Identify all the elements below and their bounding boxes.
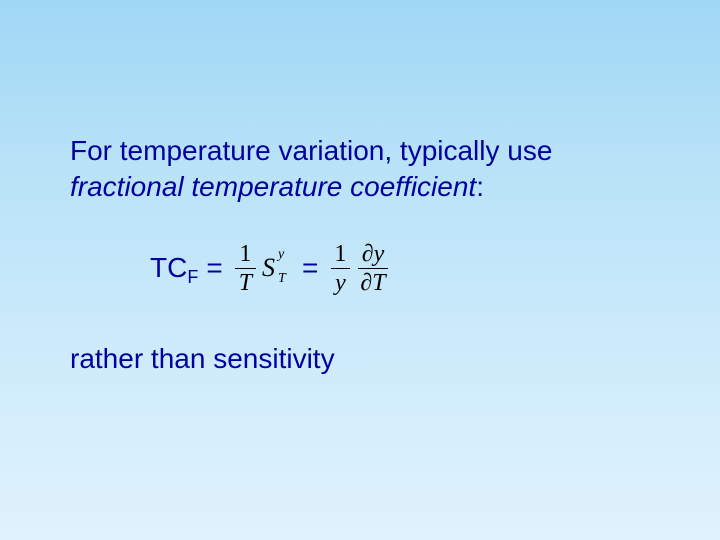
fraction-1-over-y: 1 y [330,242,350,295]
equals-2: = [302,252,318,284]
S-superscript: y [278,247,284,263]
S-letter: S [262,253,275,282]
slide-content: For temperature variation, typically use… [0,0,720,375]
tcf-text: TC [150,252,187,284]
fraction-1-over-T: 1 T [235,242,256,295]
sensitivity-symbol: S y T [262,253,288,283]
frac2-den: y [331,268,350,295]
partial-num: ∂y [360,242,387,268]
equals-1: = [206,252,222,284]
frac1-num: 1 [235,242,255,268]
partial-den: ∂T [358,268,387,295]
equation-row: TCF = 1 T S y T = 1 y ∂y ∂T [150,233,650,303]
colon: : [476,171,484,202]
term-ftc: fractional temperature coefficient [70,171,476,202]
frac1-den: T [235,268,256,295]
tcf-subscript: F [187,267,198,288]
tcf-symbol: TCF [150,252,198,284]
frac2-num: 1 [330,242,350,268]
line-3: rather than sensitivity [70,343,650,375]
partial-derivative: ∂y ∂T [358,242,387,295]
line-1: For temperature variation, typically use [70,135,650,167]
S-subscript: T [278,271,286,287]
line-2: fractional temperature coefficient: [70,171,650,203]
